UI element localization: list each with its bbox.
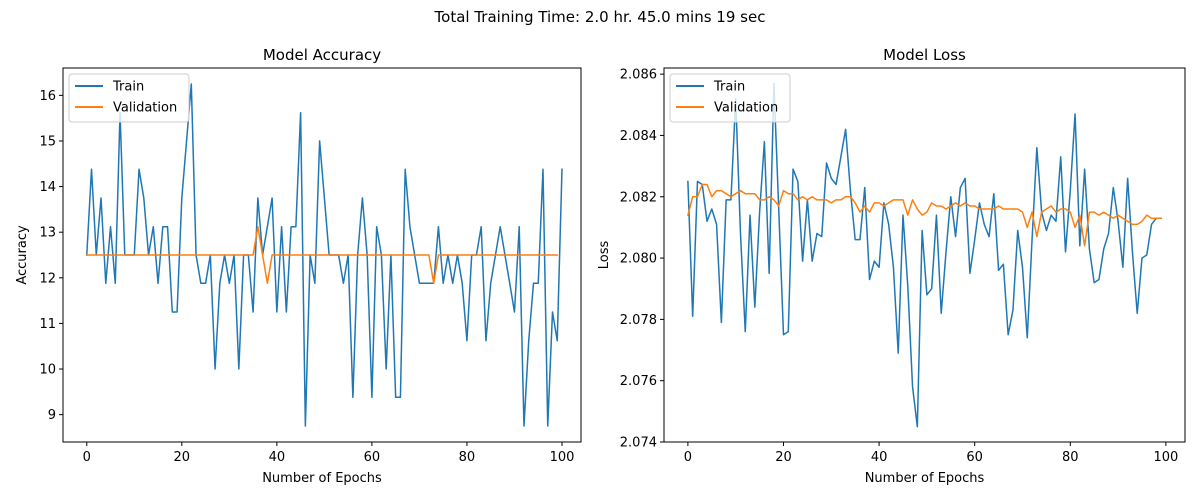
accuracy-legend: Train Validation — [68, 73, 190, 123]
loss-ytick-label: 2.082 — [620, 190, 657, 205]
accuracy-lines — [85, 83, 563, 427]
loss-legend: Train Validation — [669, 73, 791, 123]
accuracy-ytick-label: 10 — [39, 363, 56, 378]
accuracy-train-line — [85, 83, 563, 427]
accuracy-validation-line — [86, 225, 558, 285]
loss-ytick-label: 2.084 — [620, 129, 657, 144]
accuracy-ylabel: Accuracy — [15, 225, 30, 285]
accuracy-plot: Model Accuracy Number of Epochs Accuracy… — [15, 46, 582, 486]
accuracy-ticks: 0 20 40 60 80 100 9 10 11 12 13 14 15 16 — [39, 89, 574, 465]
loss-ytick-label: 2.080 — [620, 252, 657, 267]
accuracy-legend-train-label: Train — [112, 80, 144, 95]
loss-xtick-label: 100 — [1153, 450, 1178, 465]
loss-ylabel: Loss — [597, 241, 612, 270]
accuracy-ytick-label: 16 — [39, 89, 56, 104]
loss-ytick-label: 2.074 — [620, 436, 657, 451]
accuracy-ytick-label: 11 — [39, 317, 56, 332]
accuracy-xtick-label: 80 — [459, 450, 476, 465]
accuracy-ytick-label: 14 — [39, 180, 56, 195]
figure-suptitle: Total Training Time: 2.0 hr. 45.0 mins 1… — [434, 8, 766, 26]
loss-xtick-label: 80 — [1062, 450, 1079, 465]
loss-train-line — [687, 82, 1162, 428]
loss-validation-line — [686, 183, 1162, 247]
loss-ticks: 0 20 40 60 80 100 2.074 2.076 2.078 2.080 2.082 2.0… — [620, 68, 1179, 465]
accuracy-ytick-label: 9 — [48, 408, 56, 423]
accuracy-xtick-label: 40 — [269, 450, 286, 465]
accuracy-xtick-label: 60 — [364, 450, 381, 465]
accuracy-xtick-label: 20 — [174, 450, 191, 465]
accuracy-plot-title: Model Accuracy — [263, 46, 381, 64]
loss-legend-train-label: Train — [713, 80, 745, 95]
loss-xlabel: Number of Epochs — [865, 471, 985, 486]
accuracy-xlabel: Number of Epochs — [262, 471, 382, 486]
loss-ytick-label: 2.086 — [620, 68, 657, 83]
loss-axes-frame — [663, 67, 1186, 443]
loss-xtick-label: 40 — [871, 450, 888, 465]
accuracy-xtick-label: 0 — [83, 450, 91, 465]
loss-plot: Model Loss Number of Epochs Loss 0 20 40 60… — [597, 46, 1186, 486]
loss-ytick-label: 2.076 — [620, 374, 657, 389]
accuracy-legend-validation-label: Validation — [113, 101, 177, 116]
loss-legend-validation-label: Validation — [714, 101, 778, 116]
loss-xtick-label: 0 — [684, 450, 692, 465]
loss-plot-title: Model Loss — [883, 46, 966, 64]
loss-xtick-label: 20 — [775, 450, 792, 465]
accuracy-ytick-label: 12 — [39, 271, 56, 286]
loss-ytick-label: 2.078 — [620, 313, 657, 328]
accuracy-axes-frame — [62, 67, 582, 443]
accuracy-ytick-label: 15 — [39, 134, 56, 149]
loss-xtick-label: 60 — [966, 450, 983, 465]
loss-lines — [686, 82, 1162, 428]
accuracy-ytick-label: 13 — [39, 226, 56, 241]
accuracy-xtick-label: 100 — [550, 450, 575, 465]
